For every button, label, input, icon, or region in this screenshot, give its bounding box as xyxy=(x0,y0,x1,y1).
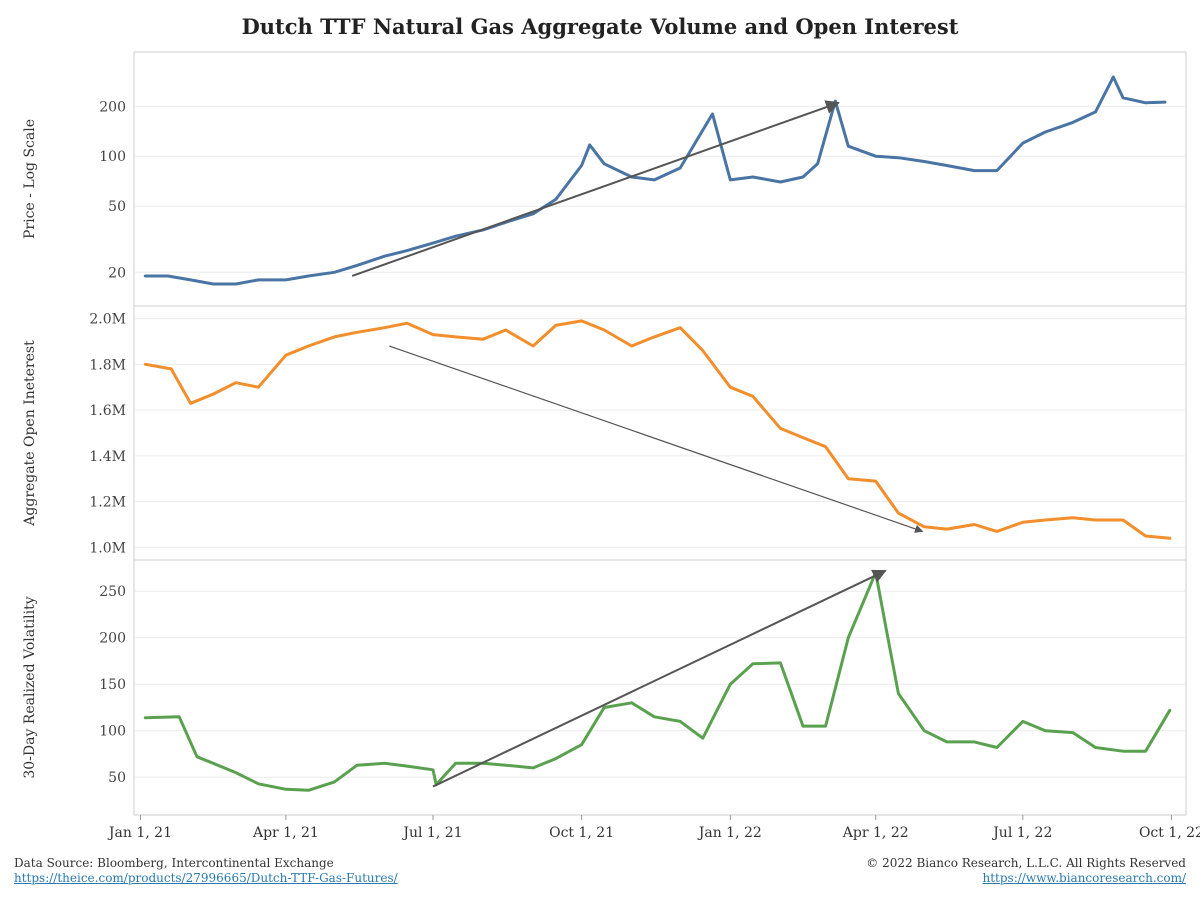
y-tick-label-volatility: 200 xyxy=(99,631,126,647)
series-line-open-interest xyxy=(143,319,1172,540)
footer-copyright: © 2022 Bianco Research, L.L.C. All Right… xyxy=(866,856,1186,886)
axis-ticks: 20 50 100 200 Price - Log Scale 1.0M 1.2M 1.4M 1… xyxy=(22,99,1200,841)
x-tick-label: Jan 1, 22 xyxy=(697,825,762,841)
panel-frames xyxy=(133,51,1187,816)
series-line-price xyxy=(143,75,1167,286)
trend-arrow-price xyxy=(351,100,840,277)
x-tick-label: Apr 1, 21 xyxy=(252,825,319,841)
y-tick-label-price: 50 xyxy=(108,199,126,215)
trend-arrows xyxy=(351,100,924,788)
x-tick-label: Oct 1, 21 xyxy=(549,825,614,841)
y-tick-label-open-interest: 1.4M xyxy=(89,449,126,465)
panel-frame-volatility xyxy=(133,559,1187,816)
trend-arrow-open-interest xyxy=(389,345,924,533)
y-tick-label-volatility: 50 xyxy=(108,770,126,786)
y-tick-label-open-interest: 1.0M xyxy=(89,540,126,556)
x-tick-label: Oct 1, 22 xyxy=(1139,825,1200,841)
x-tick-label: Jul 1, 21 xyxy=(401,825,462,841)
y-tick-label-volatility: 150 xyxy=(99,677,126,693)
x-tick-label: Jan 1, 21 xyxy=(107,825,172,841)
grid-lines xyxy=(134,105,1186,778)
trend-arrow-volatility xyxy=(432,569,887,788)
x-tick-label: Jul 1, 22 xyxy=(991,825,1052,841)
chart-title: Dutch TTF Natural Gas Aggregate Volume a… xyxy=(241,14,959,39)
data-source-text: Data Source: Bloomberg, Intercontinental… xyxy=(14,856,334,870)
y-tick-label-open-interest: 2.0M xyxy=(89,312,126,328)
y-tick-label-price: 100 xyxy=(99,149,126,165)
y-axis-label-open-interest: Aggregate Open Ineterest xyxy=(22,340,38,527)
footer-source: Data Source: Bloomberg, Intercontinental… xyxy=(14,856,398,886)
y-axis-label-volatility: 30-Day Realized Volatility xyxy=(22,596,38,778)
panel-frame-price xyxy=(133,51,1187,307)
website-link[interactable]: https://www.biancoresearch.com/ xyxy=(982,871,1186,885)
series-line-volatility xyxy=(143,571,1172,792)
y-tick-label-volatility: 250 xyxy=(99,584,126,600)
y-tick-label-open-interest: 1.8M xyxy=(89,357,126,373)
x-tick-label: Apr 1, 22 xyxy=(842,825,909,841)
series-lines xyxy=(143,75,1172,792)
y-tick-label-open-interest: 1.6M xyxy=(89,403,126,419)
y-tick-label-volatility: 100 xyxy=(99,724,126,740)
y-axis-label-price: Price - Log Scale xyxy=(22,119,38,239)
y-tick-label-open-interest: 1.2M xyxy=(89,495,126,511)
y-tick-label-price: 200 xyxy=(99,99,126,115)
y-tick-label-price: 20 xyxy=(108,265,126,281)
copyright-text: © 2022 Bianco Research, L.L.C. All Right… xyxy=(866,856,1186,870)
source-link[interactable]: https://theice.com/products/27996665/Dut… xyxy=(14,871,398,885)
